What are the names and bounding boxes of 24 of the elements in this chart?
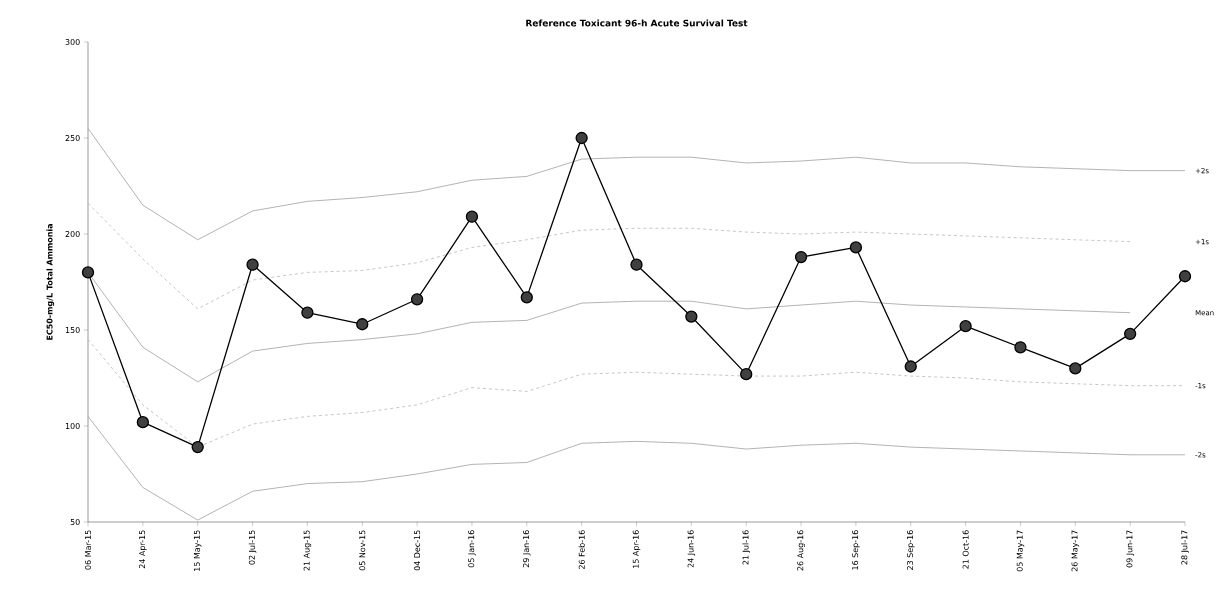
point — [740, 368, 753, 381]
point — [959, 320, 972, 333]
point — [1124, 327, 1137, 340]
point — [575, 131, 588, 145]
point — [685, 310, 698, 323]
point — [1014, 341, 1027, 354]
point — [1069, 362, 1082, 375]
line-series — [87, 128, 1186, 241]
point — [520, 291, 533, 304]
point — [849, 241, 863, 254]
point — [191, 440, 204, 454]
line-series — [87, 202, 1131, 310]
point — [410, 293, 424, 306]
point — [904, 360, 917, 373]
point — [630, 258, 643, 271]
point — [81, 266, 95, 279]
point — [356, 318, 369, 331]
point — [1178, 270, 1192, 283]
point — [794, 250, 808, 264]
point — [301, 306, 314, 319]
chart-title: Reference Toxicant 96-h Acute Survival Test — [526, 19, 748, 27]
point — [136, 416, 149, 429]
point — [246, 258, 259, 271]
point — [465, 210, 479, 223]
